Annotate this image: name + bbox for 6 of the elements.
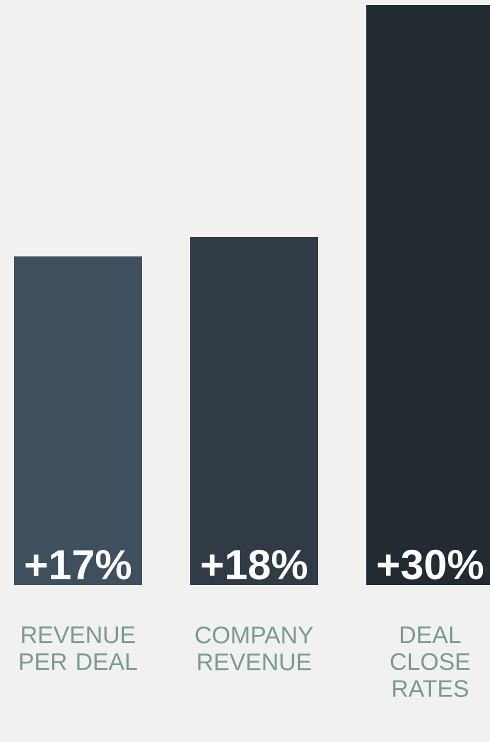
- x-tick-label: COMPANY REVENUE: [196, 626, 314, 670]
- x-tick-label: DEAL CLOSE RATES: [390, 626, 470, 698]
- data-label: +18%: [202, 550, 308, 580]
- data-label: +30%: [378, 550, 484, 580]
- x-tick-label: REVENUE PER DEAL: [20, 626, 137, 670]
- data-label: +17%: [26, 550, 131, 580]
